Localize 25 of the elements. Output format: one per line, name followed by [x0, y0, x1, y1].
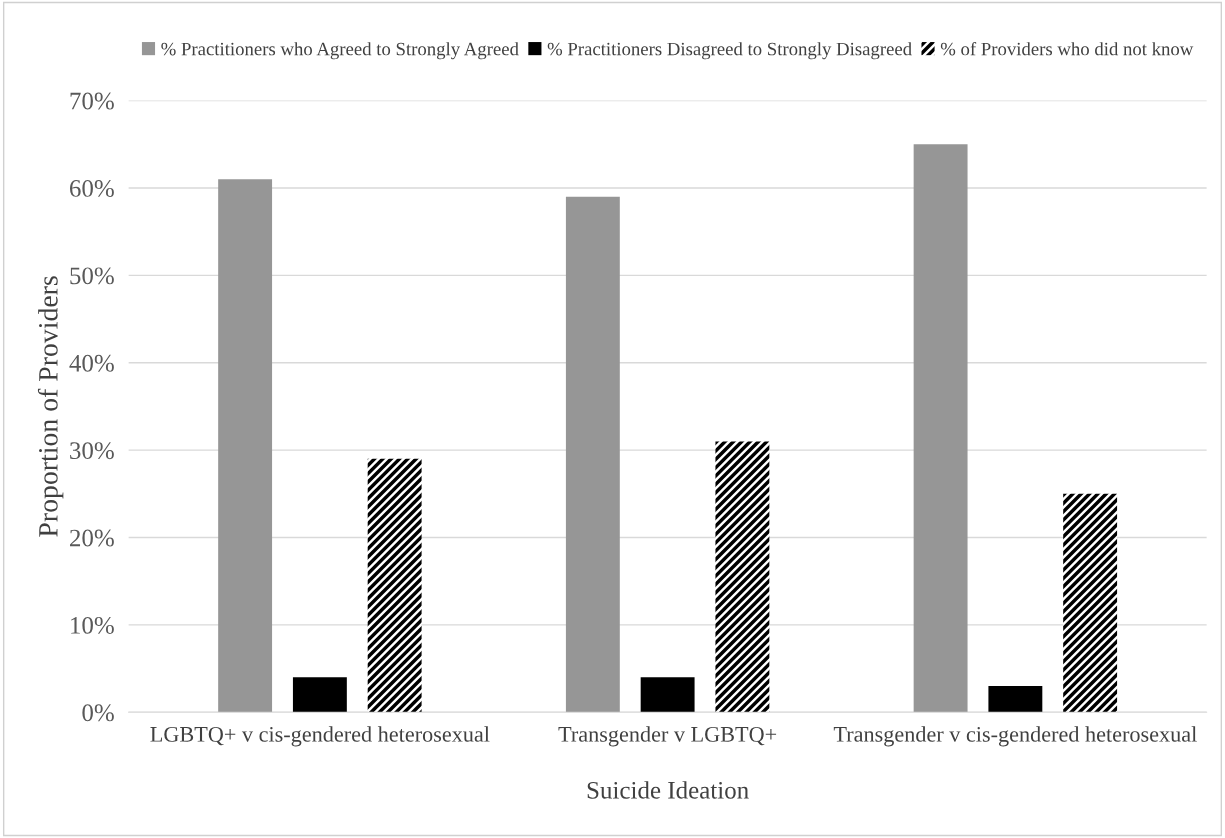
bar [715, 441, 770, 713]
legend-label: % Practitioners Disagreed to Strongly Disagreed [547, 42, 912, 60]
bar [367, 458, 422, 713]
bar [988, 686, 1043, 713]
y-tick-label: 0% [82, 704, 114, 722]
y-tick-label: 70% [70, 92, 114, 110]
bar [565, 196, 620, 713]
y-tick-label: 10% [71, 616, 114, 634]
legend-label: % Practitioners who Agreed to Strongly Agreed [161, 42, 519, 60]
legend-label: % of Providers who did not know [940, 41, 1194, 56]
x-tick-label: Transgender v LGBTQ+ [558, 726, 777, 747]
y-tick-label: 60% [69, 180, 114, 197]
x-axis-title: Suicide Ideation [587, 781, 749, 799]
x-tick-label: Transgender v cis-gendered heterosexual [833, 726, 1197, 747]
bar [913, 144, 968, 713]
y-axis-title: Proportion of Providers [37, 276, 64, 537]
y-tick-label: 20% [70, 529, 114, 547]
y-tick-label: 40% [69, 354, 114, 372]
bar [1063, 493, 1118, 713]
y-tick-label: 30% [70, 442, 114, 460]
bar [292, 677, 347, 713]
bar [218, 179, 273, 713]
bar [640, 677, 695, 713]
y-tick-label: 50% [70, 267, 114, 285]
x-tick-label: LGBTQ+ v cis-gendered heterosexual [150, 726, 490, 747]
